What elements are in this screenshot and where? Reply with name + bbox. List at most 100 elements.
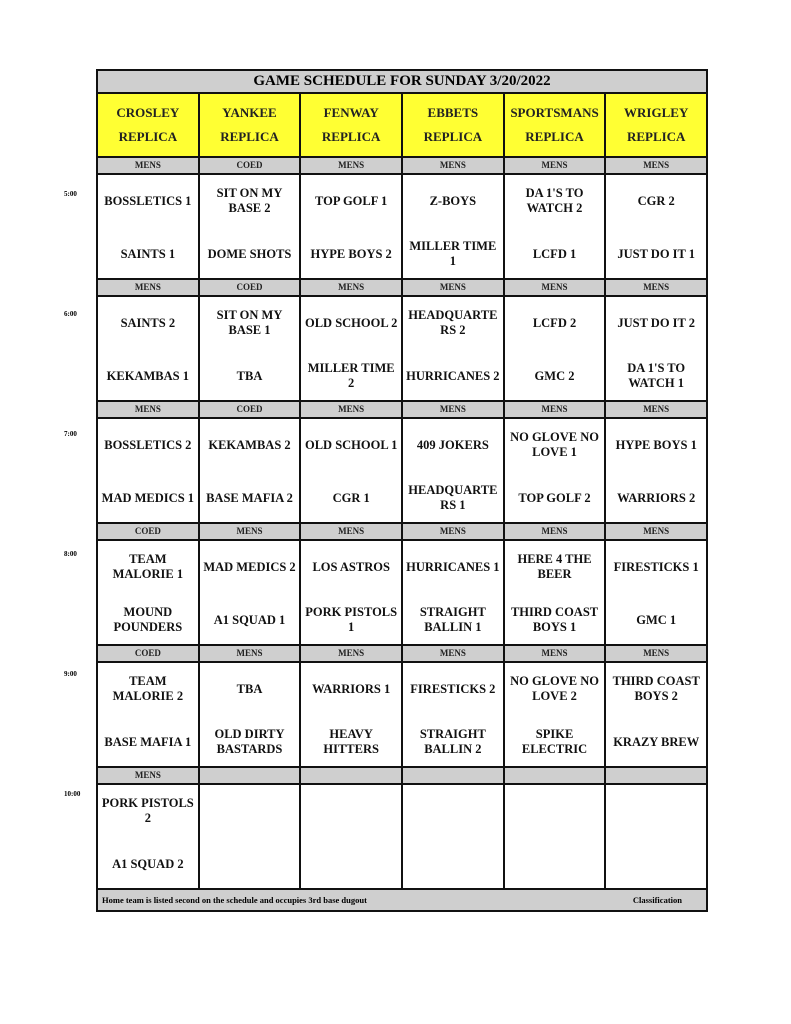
away-team	[608, 795, 704, 827]
away-team: LOS ASTROS	[303, 551, 399, 583]
field-header: EBBETS REPLICA	[403, 94, 505, 156]
away-team	[202, 795, 298, 827]
home-team: JUST DO IT 1	[608, 238, 704, 270]
away-team: MAD MEDICS 2	[202, 551, 298, 583]
home-team-name: KRAZY BREW	[613, 734, 700, 749]
away-team: WARRIORS 1	[303, 673, 399, 705]
home-team-name: BASE MAFIA 1	[104, 734, 192, 749]
home-team: KEKAMBAS 1	[100, 360, 196, 392]
classification-cell: COED	[200, 402, 302, 417]
away-team: KEKAMBAS 2	[202, 429, 298, 461]
game-cell	[403, 785, 505, 888]
game-cell: HERE 4 THE BEER THIRD COAST BOYS 1	[505, 541, 607, 644]
home-team: LCFD 1	[507, 238, 603, 270]
away-team-name: THIRD COAST BOYS 2	[612, 674, 700, 703]
away-team: OLD SCHOOL 1	[303, 429, 399, 461]
game-cell: KEKAMBAS 2 BASE MAFIA 2	[200, 419, 302, 522]
home-team: DA 1'S TO WATCH 1	[608, 360, 704, 392]
game-cell: TBA OLD DIRTY BASTARDS	[200, 663, 302, 766]
classification-cell: MENS	[301, 524, 404, 539]
game-row: PORK PISTOLS 2 A1 SQUAD 2	[98, 785, 706, 890]
game-row: BOSSLETICS 1 SAINTS 1 SIT ON MY BASE 2 DOME…	[98, 175, 706, 280]
classification-cell: MENS	[98, 280, 200, 295]
away-team-name: SIT ON MY BASE 2	[216, 186, 283, 215]
away-team-name: TEAM MALORIE 1	[112, 552, 184, 581]
classification-cell: MENS	[200, 524, 302, 539]
home-team-name: GMC 1	[636, 612, 677, 627]
game-cell: WARRIORS 1 HEAVY HITTERS	[301, 663, 404, 766]
time-label: 5:00	[64, 190, 77, 198]
game-cell: NO GLOVE NO LOVE 1 TOP GOLF 2	[505, 419, 607, 522]
home-team	[405, 848, 501, 880]
away-team-name: HEADQUARTE RS 2	[408, 308, 498, 337]
classification-cell: MENS	[301, 402, 404, 417]
home-team	[303, 848, 399, 880]
field-name: FENWAY	[323, 105, 379, 120]
away-team-name: DA 1'S TO WATCH 2	[525, 186, 584, 215]
game-cell: OLD SCHOOL 2 MILLER TIME 2	[301, 297, 404, 400]
field-name: EBBETS	[427, 105, 479, 120]
home-team: TOP GOLF 2	[507, 482, 603, 514]
away-team-name: TBA	[236, 681, 263, 696]
away-team-name: SIT ON MY BASE 1	[216, 308, 283, 337]
away-team-name: WARRIORS 1	[312, 681, 391, 696]
classification-cell: MENS	[505, 402, 607, 417]
home-team: BASE MAFIA 1	[100, 726, 196, 758]
classification-cell: MENS	[301, 646, 404, 661]
away-team: HYPE BOYS 1	[608, 429, 704, 461]
field-header: SPORTSMANS REPLICA	[505, 94, 607, 156]
away-team-name: HERE 4 THE BEER	[517, 552, 592, 581]
classification-cell: MENS	[643, 648, 670, 658]
classification-cell: MENS	[505, 280, 607, 295]
home-team-name: MILLER TIME 1	[409, 239, 497, 268]
home-team-name: BASE MAFIA 2	[206, 490, 293, 505]
field-sub: REPLICA	[626, 129, 686, 144]
home-team	[507, 848, 603, 880]
away-team-name: MAD MEDICS 2	[203, 559, 296, 574]
home-team-name: JUST DO IT 1	[617, 246, 696, 261]
home-team: TBA	[202, 360, 298, 392]
away-team-name: FIRESTICKS 2	[410, 681, 496, 696]
away-team: TEAM MALORIE 1	[100, 551, 196, 583]
classification-cell: MENS	[643, 526, 670, 536]
game-cell: NO GLOVE NO LOVE 2 SPIKE ELECTRIC	[505, 663, 607, 766]
game-cell: SAINTS 2 KEKAMBAS 1	[98, 297, 200, 400]
time-label: 8:00	[64, 550, 77, 558]
time-label: 7:00	[64, 430, 77, 438]
away-team	[405, 795, 501, 827]
schedule-body: MENS COED MENS MENS MENS MENS BOSSLETICS 1 SAIN…	[98, 158, 706, 890]
home-team-name: MAD MEDICS 1	[101, 490, 195, 505]
away-team-name: HURRICANES 1	[406, 559, 500, 574]
home-team: CGR 1	[303, 482, 399, 514]
classification-cell: MENS	[301, 158, 404, 173]
game-cell: HYPE BOYS 1 WARRIORS 2	[606, 419, 706, 522]
game-cell: SIT ON MY BASE 2 DOME SHOTS	[200, 175, 302, 278]
classification-cell: MENS	[403, 280, 505, 295]
field-name: WRIGLEY	[624, 105, 689, 120]
home-team: STRAIGHT BALLIN 2	[405, 726, 501, 758]
away-team-name: LOS ASTROS	[312, 559, 390, 574]
away-team-name: SAINTS 2	[120, 315, 176, 330]
game-cell: THIRD COAST BOYS 2 KRAZY BREW	[606, 663, 706, 766]
home-team: DOME SHOTS	[202, 238, 298, 270]
time-label: 9:00	[64, 670, 77, 678]
game-cell: LCFD 2 GMC 2	[505, 297, 607, 400]
field-name: YANKEE	[222, 105, 277, 120]
game-cell: BOSSLETICS 2 MAD MEDICS 1	[98, 419, 200, 522]
classification-cell: MENS	[301, 280, 404, 295]
home-team-name: HURRICANES 2	[406, 368, 500, 383]
home-team: BASE MAFIA 2	[202, 482, 298, 514]
home-team-name: CGR 1	[332, 490, 370, 505]
game-cell: BOSSLETICS 1 SAINTS 1	[98, 175, 200, 278]
home-team-name: GMC 2	[534, 368, 575, 383]
game-cell: 409 JOKERS HEADQUARTE RS 1	[403, 419, 505, 522]
away-team-name: BOSSLETICS 2	[104, 437, 192, 452]
home-team-name: STRAIGHT BALLIN 1	[419, 605, 486, 634]
field-name: SPORTSMANS	[510, 105, 599, 120]
away-team: TEAM MALORIE 2	[100, 673, 196, 705]
classification-cell: MENS	[403, 524, 505, 539]
classification-cell	[505, 768, 607, 783]
home-team: SAINTS 1	[100, 238, 196, 270]
game-cell: FIRESTICKS 2 STRAIGHT BALLIN 2	[403, 663, 505, 766]
away-team-name: KEKAMBAS 2	[208, 437, 291, 452]
